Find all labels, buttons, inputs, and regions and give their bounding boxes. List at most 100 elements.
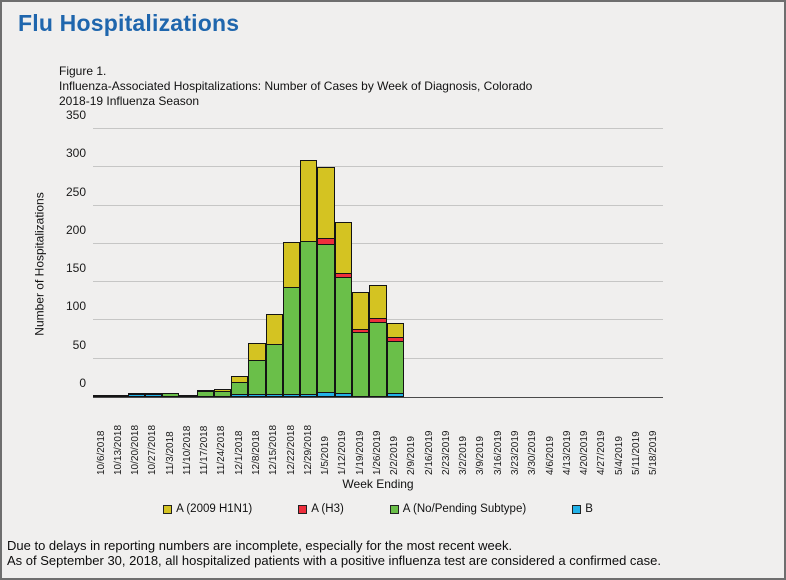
- y-tick-label: 300: [65, 146, 86, 161]
- x-label-slot: 4/20/2019: [576, 403, 593, 476]
- y-tick-label: 100: [65, 299, 86, 314]
- x-label-slot: 5/11/2019: [628, 403, 645, 475]
- x-tick-label: 1/5/2019: [320, 436, 332, 475]
- bar: [611, 130, 628, 397]
- x-tick-label: 5/11/2019: [630, 431, 642, 475]
- bar: [456, 130, 473, 397]
- x-label-slot: 10/6/2018: [93, 403, 110, 476]
- x-label-slot: 11/24/2018: [214, 403, 231, 475]
- x-tick-label: 1/12/2019: [337, 430, 349, 476]
- figure-caption-line3: 2018-19 Influenza Season: [59, 94, 200, 108]
- x-tick-label: 12/1/2018: [233, 430, 245, 476]
- x-label-slot: 3/30/2019: [525, 403, 542, 476]
- footer-note: Due to delays in reporting numbers are i…: [7, 538, 785, 568]
- page-title: Flu Hospitalizations: [18, 10, 240, 36]
- legend-swatch: [163, 504, 173, 514]
- bar: [265, 130, 283, 397]
- x-label-slot: 2/9/2019: [404, 403, 421, 475]
- x-label-slot: 10/20/2018: [128, 403, 145, 475]
- bar: [473, 130, 490, 397]
- bar-segment: [386, 341, 404, 394]
- bar-segment: [351, 330, 370, 334]
- bar: [179, 130, 197, 397]
- bar: [93, 130, 111, 397]
- figure-caption-line1: Figure 1.: [59, 64, 107, 78]
- x-tick-label: 2/9/2019: [406, 436, 418, 475]
- figure-caption: Figure 1. Influenza-Associated Hospitali…: [59, 64, 532, 109]
- x-label-slot: 4/6/2019: [542, 403, 559, 475]
- bar: [351, 130, 370, 397]
- x-axis-labels: 10/6/2018 10/13/2018 10/20/2018 10/27/2018 1…: [93, 403, 663, 475]
- bar: [213, 130, 232, 397]
- x-label-slot: 2/2/2019: [387, 403, 404, 475]
- bar-segment: [265, 395, 283, 397]
- bar-segment: [334, 393, 352, 397]
- bars: [93, 130, 663, 397]
- x-label-slot: 2/23/2019: [438, 403, 455, 476]
- bar-segment: [248, 343, 266, 362]
- legend-label: A (2009 H1N1): [176, 503, 253, 515]
- legend-swatch: [389, 504, 399, 514]
- bar: [646, 130, 663, 397]
- x-tick-label: 4/20/2019: [579, 430, 591, 476]
- x-label-slot: 12/22/2018: [283, 403, 300, 475]
- plot-area: 0 50 100 150 200 250 300 350: [66, 108, 663, 398]
- x-label-slot: 2/16/2019: [421, 403, 438, 476]
- bar-segment: [317, 393, 335, 397]
- y-tick-label: 0: [79, 376, 86, 390]
- bar-segment: [162, 393, 180, 397]
- bar-segment: [317, 245, 335, 394]
- bar-segment: [231, 395, 249, 397]
- legend-swatch: [572, 504, 582, 514]
- bar-segment: [351, 292, 370, 331]
- x-label-slot: 10/13/2018: [110, 403, 127, 475]
- bar-segment: [213, 391, 232, 397]
- legend-label: A (No/Pending Subtype): [402, 503, 527, 515]
- bar-segment: [386, 322, 404, 339]
- x-tick-label: 3/9/2019: [475, 436, 487, 475]
- bar-segment: [282, 241, 301, 289]
- x-tick-label: 10/6/2018: [95, 430, 107, 476]
- legend-item: B: [572, 503, 593, 515]
- x-label-slot: 11/3/2018: [162, 403, 179, 475]
- bar-segment: [93, 395, 111, 397]
- bar-segment: [265, 314, 283, 345]
- x-label-slot: 12/8/2018: [248, 403, 265, 476]
- bar-segment: [248, 395, 266, 397]
- x-label-slot: 5/4/2019: [611, 403, 628, 475]
- x-tick-label: 1/26/2019: [371, 430, 383, 476]
- bar: [576, 130, 593, 397]
- bar-segment: [179, 395, 197, 397]
- x-tick-label: 12/29/2018: [302, 424, 314, 475]
- y-tick-label: 350: [65, 108, 86, 122]
- legend-item: A (2009 H1N1): [163, 503, 252, 515]
- bar: [628, 130, 645, 397]
- bar-segment: [300, 241, 318, 395]
- bar-segment: [196, 392, 214, 397]
- bar-segment: [110, 395, 128, 397]
- bar: [525, 130, 542, 397]
- x-label-slot: 12/15/2018: [266, 403, 283, 475]
- bar-segment: [386, 393, 404, 397]
- x-label-slot: 1/5/2019: [317, 403, 334, 475]
- x-label-slot: 12/29/2018: [300, 403, 317, 475]
- gridline: [93, 281, 663, 283]
- x-label-slot: 3/9/2019: [473, 403, 490, 475]
- bar: [144, 130, 163, 397]
- bar: [282, 130, 301, 397]
- x-label-slot: 3/23/2019: [507, 403, 524, 476]
- x-tick-label: 12/15/2018: [268, 424, 280, 475]
- x-tick-label: 3/23/2019: [510, 430, 521, 476]
- y-tick-label: 150: [65, 261, 86, 276]
- bar-segment: [386, 338, 404, 342]
- bar: [317, 130, 335, 397]
- bar: [300, 130, 318, 397]
- x-tick-label: 3/30/2019: [527, 430, 539, 476]
- bar-segment: [300, 160, 318, 242]
- y-tick-label: 50: [72, 337, 86, 352]
- bar: [421, 130, 438, 397]
- gridline: [93, 242, 663, 244]
- x-tick-label: 12/22/2018: [285, 424, 297, 475]
- gridline: [93, 204, 663, 206]
- x-tick-label: 11/3/2018: [164, 431, 176, 475]
